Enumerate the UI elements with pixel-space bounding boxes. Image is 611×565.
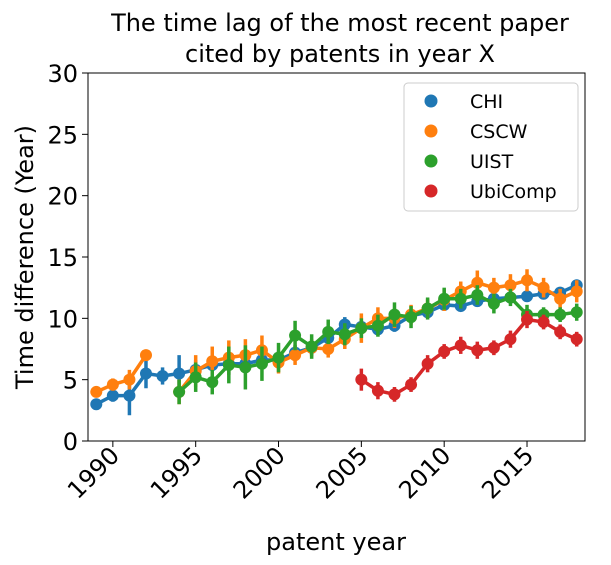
data-point: [521, 290, 534, 303]
data-point: [189, 371, 202, 384]
data-point: [255, 357, 268, 370]
data-point: [173, 385, 186, 398]
data-point: [90, 385, 103, 398]
data-point: [554, 292, 567, 305]
x-tick-label: 2010: [393, 441, 456, 504]
chart-title: cited by patents in year X: [185, 40, 495, 68]
y-tick-label: 30: [47, 60, 78, 88]
data-point: [405, 378, 418, 391]
data-point: [504, 279, 517, 292]
data-point: [272, 351, 285, 364]
data-point: [289, 329, 302, 342]
data-point: [554, 325, 567, 338]
data-point: [123, 389, 136, 402]
data-point: [106, 378, 119, 391]
x-tick-label: 1995: [145, 441, 208, 504]
data-point: [471, 344, 484, 357]
data-point: [355, 373, 368, 386]
data-point: [371, 384, 384, 397]
y-tick-label: 5: [63, 367, 78, 395]
data-point: [388, 308, 401, 321]
data-point: [305, 340, 318, 353]
data-point: [521, 274, 534, 287]
data-point: [405, 311, 418, 324]
data-point: [289, 349, 302, 362]
data-point: [139, 349, 152, 362]
y-tick-label: 25: [47, 121, 78, 149]
legend-label: UIST: [470, 151, 514, 173]
data-point: [355, 322, 368, 335]
y-tick-label: 0: [63, 428, 78, 456]
data-point: [570, 333, 583, 346]
legend-marker: [424, 154, 438, 168]
legend-label: CHI: [470, 91, 503, 113]
legend: CHI CSCW UIST UbiComp: [403, 82, 579, 212]
data-point: [90, 398, 103, 411]
data-point: [139, 367, 152, 380]
data-point: [454, 339, 467, 352]
data-point: [570, 306, 583, 319]
data-point: [388, 388, 401, 401]
data-point: [322, 325, 335, 338]
y-tick-label: 10: [47, 305, 78, 333]
data-point: [239, 361, 252, 374]
data-point: [471, 276, 484, 289]
x-tick-label: 2000: [228, 441, 291, 504]
x-tick-label: 2015: [476, 441, 539, 504]
data-point: [537, 316, 550, 329]
data-point: [537, 281, 550, 294]
legend-marker: [424, 124, 438, 138]
data-point: [504, 291, 517, 304]
data-point: [123, 373, 136, 386]
legend-marker: [424, 94, 438, 108]
data-point: [338, 328, 351, 341]
data-point: [156, 369, 169, 382]
data-point: [173, 367, 186, 380]
legend-label: CSCW: [470, 121, 528, 143]
legend-label: UbiComp: [470, 181, 557, 203]
data-point: [487, 341, 500, 354]
data-point: [371, 319, 384, 332]
x-tick-label: 2005: [311, 441, 374, 504]
data-point: [487, 297, 500, 310]
legend-box: [403, 82, 579, 212]
y-tick-label: 20: [47, 183, 78, 211]
data-point: [554, 308, 567, 321]
data-point: [521, 313, 534, 326]
data-point: [438, 345, 451, 358]
data-point: [421, 357, 434, 370]
x-axis-label: patent year: [266, 528, 406, 556]
y-tick-label: 15: [47, 244, 78, 272]
data-point: [454, 292, 467, 305]
data-point: [206, 376, 219, 389]
data-point: [471, 289, 484, 302]
chart-title: The time lag of the most recent paper: [110, 9, 569, 37]
data-point: [206, 355, 219, 368]
y-axis-label: Time difference (Year): [11, 125, 39, 390]
data-point: [487, 281, 500, 294]
plot-frame: [87, 72, 586, 442]
legend-marker: [424, 184, 438, 198]
data-point: [438, 292, 451, 305]
data-point: [421, 302, 434, 315]
data-point: [106, 389, 119, 402]
data-point: [504, 333, 517, 346]
data-point: [222, 358, 235, 371]
data-point: [322, 343, 335, 355]
data-point: [570, 285, 583, 298]
